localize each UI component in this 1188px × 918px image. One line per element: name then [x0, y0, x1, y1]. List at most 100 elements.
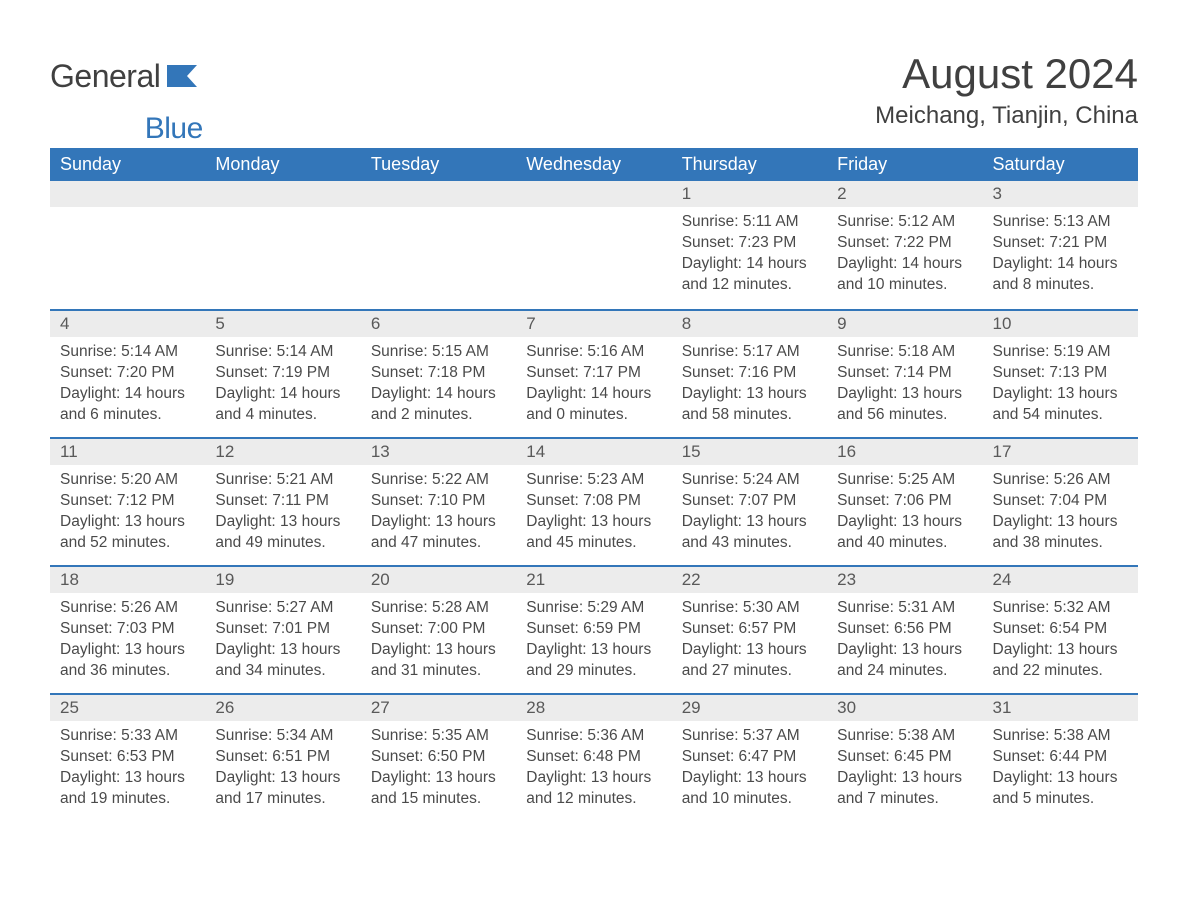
week-row: 18Sunrise: 5:26 AMSunset: 7:03 PMDayligh… — [50, 565, 1138, 693]
title-block: August 2024 Meichang, Tianjin, China — [875, 50, 1138, 130]
day-body: Sunrise: 5:21 AMSunset: 7:11 PMDaylight:… — [205, 465, 360, 558]
day-number: 15 — [672, 437, 827, 465]
day-cell: 20Sunrise: 5:28 AMSunset: 7:00 PMDayligh… — [361, 565, 516, 693]
daylight-line: Daylight: 14 hours and 8 minutes. — [993, 254, 1128, 296]
daylight-line: Daylight: 13 hours and 54 minutes. — [993, 384, 1128, 426]
daylight-line: Daylight: 13 hours and 29 minutes. — [526, 640, 661, 682]
sunset-line: Sunset: 6:45 PM — [837, 747, 972, 768]
day-cell: 10 Sunrise: 5:19 AMSunset: 7:13 PMDayligh… — [983, 309, 1138, 437]
sunset-line: Sunset: 6:54 PM — [993, 619, 1128, 640]
sunset-line: Sunset: 7:22 PM — [837, 233, 972, 254]
sunset-line: Sunset: 7:19 PM — [215, 363, 350, 384]
sunrise-line: Sunrise: 5:26 AM — [993, 470, 1128, 491]
day-cell: 19Sunrise: 5:27 AMSunset: 7:01 PMDayligh… — [205, 565, 360, 693]
sunset-line: Sunset: 6:56 PM — [837, 619, 972, 640]
daylight-line: Daylight: 13 hours and 56 minutes. — [837, 384, 972, 426]
day-cell: 25Sunrise: 5:33 AMSunset: 6:53 PMDayligh… — [50, 693, 205, 814]
day-number: 18 — [50, 565, 205, 593]
daylight-line: Daylight: 13 hours and 12 minutes. — [526, 768, 661, 810]
sunrise-line: Sunrise: 5:29 AM — [526, 598, 661, 619]
daylight-line: Daylight: 13 hours and 7 minutes. — [837, 768, 972, 810]
day-body: Sunrise: 5:24 AMSunset: 7:07 PMDaylight:… — [672, 465, 827, 558]
day-body: Sunrise: 5:14 AMSunset: 7:19 PMDaylight:… — [205, 337, 360, 430]
daylight-line: Daylight: 13 hours and 24 minutes. — [837, 640, 972, 682]
sunset-line: Sunset: 6:57 PM — [682, 619, 817, 640]
day-cell: 31Sunrise: 5:38 AMSunset: 6:44 PMDayligh… — [983, 693, 1138, 814]
day-number: 26 — [205, 693, 360, 721]
week-row: 1Sunrise: 5:11 AMSunset: 7:23 PMDaylight… — [50, 181, 1138, 309]
day-cell: 28Sunrise: 5:36 AMSunset: 6:48 PMDayligh… — [516, 693, 671, 814]
daylight-line: Daylight: 13 hours and 52 minutes. — [60, 512, 195, 554]
day-cell: 22Sunrise: 5:30 AMSunset: 6:57 PMDayligh… — [672, 565, 827, 693]
sunset-line: Sunset: 7:13 PM — [993, 363, 1128, 384]
day-cell: 23Sunrise: 5:31 AMSunset: 6:56 PMDayligh… — [827, 565, 982, 693]
sunset-line: Sunset: 7:14 PM — [837, 363, 972, 384]
day-cell — [205, 181, 360, 309]
day-cell: 14Sunrise: 5:23 AMSunset: 7:08 PMDayligh… — [516, 437, 671, 565]
sunset-line: Sunset: 7:18 PM — [371, 363, 506, 384]
day-body: Sunrise: 5:37 AMSunset: 6:47 PMDaylight:… — [672, 721, 827, 814]
sunrise-line: Sunrise: 5:37 AM — [682, 726, 817, 747]
day-cell: 6Sunrise: 5:15 AMSunset: 7:18 PMDaylight… — [361, 309, 516, 437]
day-body: Sunrise: 5:31 AMSunset: 6:56 PMDaylight:… — [827, 593, 982, 686]
sunset-line: Sunset: 7:20 PM — [60, 363, 195, 384]
week-row: 25Sunrise: 5:33 AMSunset: 6:53 PMDayligh… — [50, 693, 1138, 814]
sunrise-line: Sunrise: 5:35 AM — [371, 726, 506, 747]
sunset-line: Sunset: 7:17 PM — [526, 363, 661, 384]
sunrise-line: Sunrise: 5:38 AM — [837, 726, 972, 747]
day-body: Sunrise: 5:36 AMSunset: 6:48 PMDaylight:… — [516, 721, 671, 814]
day-cell: 21Sunrise: 5:29 AMSunset: 6:59 PMDayligh… — [516, 565, 671, 693]
day-number: 24 — [983, 565, 1138, 593]
col-tue: Tuesday — [361, 148, 516, 181]
sunrise-line: Sunrise: 5:12 AM — [837, 212, 972, 233]
day-cell: 17Sunrise: 5:26 AMSunset: 7:04 PMDayligh… — [983, 437, 1138, 565]
sunrise-line: Sunrise: 5:23 AM — [526, 470, 661, 491]
day-body: Sunrise: 5:35 AMSunset: 6:50 PMDaylight:… — [361, 721, 516, 814]
day-number: 25 — [50, 693, 205, 721]
day-body: Sunrise: 5:14 AMSunset: 7:20 PMDaylight:… — [50, 337, 205, 430]
day-cell — [361, 181, 516, 309]
sunrise-line: Sunrise: 5:17 AM — [682, 342, 817, 363]
day-cell: 27Sunrise: 5:35 AMSunset: 6:50 PMDayligh… — [361, 693, 516, 814]
sunrise-line: Sunrise: 5:19 AM — [993, 342, 1128, 363]
day-number: 10 — [983, 309, 1138, 337]
sunrise-line: Sunrise: 5:36 AM — [526, 726, 661, 747]
sunrise-line: Sunrise: 5:18 AM — [837, 342, 972, 363]
sunrise-line: Sunrise: 5:22 AM — [371, 470, 506, 491]
daylight-line: Daylight: 13 hours and 17 minutes. — [215, 768, 350, 810]
day-cell: 12Sunrise: 5:21 AMSunset: 7:11 PMDayligh… — [205, 437, 360, 565]
day-body: Sunrise: 5:13 AMSunset: 7:21 PMDaylight:… — [983, 207, 1138, 300]
daylight-line: Daylight: 13 hours and 5 minutes. — [993, 768, 1128, 810]
sunrise-line: Sunrise: 5:31 AM — [837, 598, 972, 619]
day-body: Sunrise: 5:18 AMSunset: 7:14 PMDaylight:… — [827, 337, 982, 430]
day-number-empty — [50, 181, 205, 207]
sunrise-line: Sunrise: 5:14 AM — [215, 342, 350, 363]
day-cell: 5Sunrise: 5:14 AMSunset: 7:19 PMDaylight… — [205, 309, 360, 437]
daylight-line: Daylight: 13 hours and 36 minutes. — [60, 640, 195, 682]
sunset-line: Sunset: 6:47 PM — [682, 747, 817, 768]
day-cell: 11Sunrise: 5:20 AMSunset: 7:12 PMDayligh… — [50, 437, 205, 565]
day-cell: 29Sunrise: 5:37 AMSunset: 6:47 PMDayligh… — [672, 693, 827, 814]
day-body: Sunrise: 5:22 AMSunset: 7:10 PMDaylight:… — [361, 465, 516, 558]
calendar-table: Sunday Monday Tuesday Wednesday Thursday… — [50, 148, 1138, 814]
day-cell: 4Sunrise: 5:14 AMSunset: 7:20 PMDaylight… — [50, 309, 205, 437]
sunset-line: Sunset: 6:53 PM — [60, 747, 195, 768]
day-body: Sunrise: 5:16 AMSunset: 7:17 PMDaylight:… — [516, 337, 671, 430]
day-cell: 24Sunrise: 5:32 AMSunset: 6:54 PMDayligh… — [983, 565, 1138, 693]
sunset-line: Sunset: 7:21 PM — [993, 233, 1128, 254]
day-number-empty — [205, 181, 360, 207]
day-number: 11 — [50, 437, 205, 465]
logo: General Blue — [50, 50, 197, 95]
day-body: Sunrise: 5:38 AMSunset: 6:44 PMDaylight:… — [983, 721, 1138, 814]
day-body: Sunrise: 5:38 AMSunset: 6:45 PMDaylight:… — [827, 721, 982, 814]
week-row: 11Sunrise: 5:20 AMSunset: 7:12 PMDayligh… — [50, 437, 1138, 565]
sunrise-line: Sunrise: 5:14 AM — [60, 342, 195, 363]
day-number: 30 — [827, 693, 982, 721]
sunset-line: Sunset: 7:06 PM — [837, 491, 972, 512]
day-number: 16 — [827, 437, 982, 465]
sunset-line: Sunset: 7:11 PM — [215, 491, 350, 512]
sunrise-line: Sunrise: 5:13 AM — [993, 212, 1128, 233]
day-cell: 30Sunrise: 5:38 AMSunset: 6:45 PMDayligh… — [827, 693, 982, 814]
header: General Blue August 2024 Meichang, Tianj… — [50, 50, 1138, 130]
day-number: 2 — [827, 181, 982, 207]
